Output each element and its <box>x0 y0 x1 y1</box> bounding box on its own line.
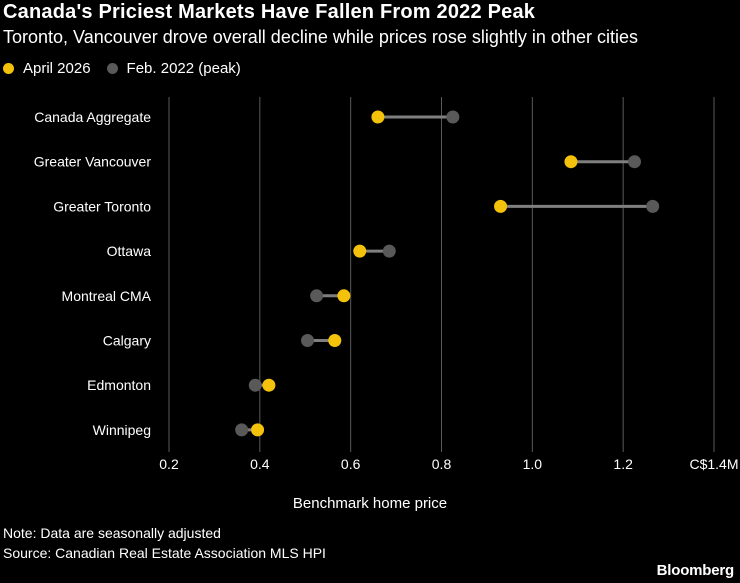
point-current-edmonton <box>262 378 276 392</box>
x-tick-label: 0.6 <box>341 456 361 472</box>
category-label-ottawa: Ottawa <box>107 243 152 259</box>
legend-label-feb-2022-peak: Feb. 2022 (peak) <box>126 60 241 77</box>
point-peak-canada-aggregate <box>446 110 460 124</box>
category-label-calgary: Calgary <box>103 333 151 349</box>
legend-swatch-feb-2022-peak <box>106 63 118 74</box>
x-tick-label: 0.4 <box>250 456 270 472</box>
category-label-canada-aggregate: Canada Aggregate <box>34 109 151 125</box>
legend-item-feb-2022-peak: Feb. 2022 (peak) <box>106 60 241 77</box>
point-current-ottawa <box>353 244 367 258</box>
x-axis-title: Benchmark home price <box>293 495 447 512</box>
point-current-montreal-cma <box>337 289 351 303</box>
category-label-winnipeg: Winnipeg <box>93 422 151 438</box>
point-current-canada-aggregate <box>371 110 385 124</box>
brand-logo: Bloomberg <box>656 562 735 579</box>
source-line: Source: Canadian Real Estate Association… <box>3 545 326 561</box>
chart-subtitle: Toronto, Vancouver drove overall decline… <box>3 27 638 47</box>
point-peak-ottawa <box>382 244 396 258</box>
point-peak-greater-vancouver <box>628 155 642 169</box>
x-axis-ticks: 0.2 0.4 0.6 0.8 1.0 1.2 C$1.4M <box>159 456 738 472</box>
legend-swatch-april-2026 <box>3 63 14 74</box>
x-tick-label: 1.2 <box>613 456 633 472</box>
legend-label-april-2026: April 2026 <box>23 60 91 77</box>
point-peak-winnipeg <box>235 423 249 437</box>
point-peak-greater-toronto <box>646 199 660 213</box>
category-label-edmonton: Edmonton <box>87 377 151 393</box>
footnote: Note: Data are seasonally adjusted <box>3 525 221 541</box>
x-tick-label: 0.2 <box>159 456 179 472</box>
category-label-montreal-cma: Montreal CMA <box>62 288 152 304</box>
legend: April 2026 Feb. 2022 (peak) <box>3 60 257 77</box>
point-current-calgary <box>328 334 342 347</box>
category-label-greater-vancouver: Greater Vancouver <box>34 154 152 170</box>
x-tick-label: 1.0 <box>523 456 543 472</box>
x-tick-label: 0.8 <box>432 456 452 472</box>
connectors <box>241 115 653 432</box>
data-points <box>235 110 660 437</box>
x-tick-label: C$1.4M <box>689 456 738 472</box>
point-current-greater-toronto <box>494 199 508 213</box>
chart-title: Canada's Priciest Markets Have Fallen Fr… <box>3 1 536 23</box>
gridlines <box>168 97 715 452</box>
point-current-winnipeg <box>251 423 265 437</box>
category-labels: Canada Aggregate Greater Vancouver Greater… <box>34 109 152 438</box>
point-peak-edmonton <box>248 378 262 392</box>
point-current-greater-vancouver <box>564 155 578 169</box>
category-label-greater-toronto: Greater Toronto <box>53 198 151 214</box>
point-peak-calgary <box>301 334 315 347</box>
point-peak-montreal-cma <box>310 289 324 303</box>
legend-item-april-2026: April 2026 <box>3 60 91 77</box>
